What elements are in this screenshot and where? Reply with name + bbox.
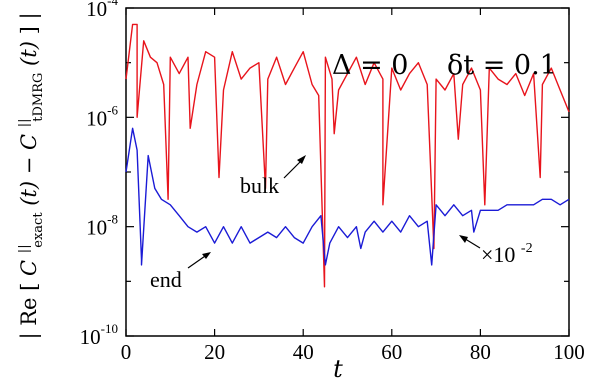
x-tick-label: 40 [293,340,314,364]
annotation-bulk: bulk [240,173,279,198]
y-title-prefix: Re [17,298,41,326]
y-tick-label: 10-6 [86,102,118,130]
plot-series [125,23,570,288]
y-title-left-sub: exact [31,212,46,248]
param-delta: Δ = 0 [332,50,408,81]
annotation-scale-exp: -2 [521,241,533,256]
y-title-right-main: C [17,134,41,150]
y-title-right-sup: || [17,118,32,127]
y-title-left-sup: || [17,244,32,253]
axis-ticks [125,7,570,337]
y-tick-label: 10-10 [80,321,118,349]
y-tick-label-base: 10 [86,216,107,240]
x-tick-label: 100 [553,340,585,364]
y-axis-title: | Re [ C || exact (t) − C || tDMRG (t) ]… [9,12,47,339]
series-line-end [125,127,570,266]
annotation-scale-arrowhead [459,235,468,243]
y-tick-label: 10-4 [86,0,118,21]
y-title-paren-close: ] [17,26,41,34]
y-tick-label-exp: -4 [107,0,118,8]
annotation-scale: ×10 -2 [481,241,533,267]
y-title-paren-open: [ [17,283,41,291]
x-tick-label: 20 [204,340,225,364]
svg-text:| Re [ C: | Re [ C || exact (t) − C || tDMRG (t) ]… [9,12,47,339]
y-title-bracket-left: | [17,332,42,339]
x-tick-label: 0 [121,340,132,364]
x-axis-title: t [333,355,343,383]
x-tick-label: 60 [381,340,402,364]
y-title-right-sub: tDMRG [31,73,46,122]
annotation-scale-base: ×10 [481,242,515,267]
y-title-left-main: C [17,260,41,276]
x-tick-label: 80 [470,340,491,364]
annotation-end-arrowhead [202,252,211,259]
y-tick-label-base: 10 [80,325,101,349]
y-title-left-arg: (t) − [17,150,41,206]
y-tick-label-base: 10 [86,106,107,130]
annotation-end: end [150,267,182,292]
series-line-bulk [125,23,570,288]
y-tick-label-base: 10 [86,0,107,21]
y-title-bracket-right: | [17,12,42,19]
annotation-bulk-arrowhead [297,155,306,164]
y-tick-label: 10-8 [86,212,118,240]
param-dt: δt = 0.1 [447,50,557,81]
y-tick-label-exp: -10 [101,321,118,336]
y-tick-label-exp: -6 [107,102,118,117]
y-title-right-arg: (t) [17,41,41,66]
y-tick-label-exp: -8 [107,212,118,227]
